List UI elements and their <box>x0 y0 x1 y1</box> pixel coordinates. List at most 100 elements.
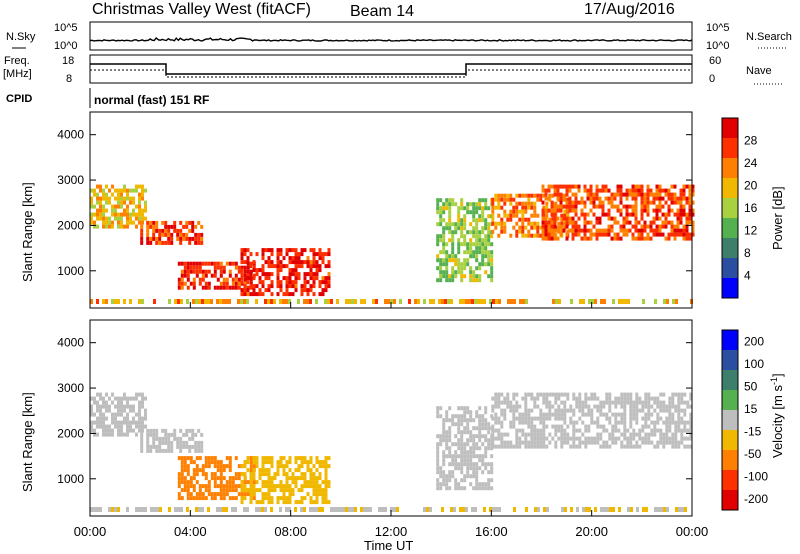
scatter-cell <box>454 202 458 207</box>
scatter-cell <box>207 460 211 465</box>
scatter-cell <box>306 264 310 269</box>
x-tick-label: 08:00 <box>274 524 307 539</box>
scatter-cell <box>288 292 292 297</box>
scatter-cell <box>180 468 184 473</box>
scatter-cell <box>192 269 196 274</box>
scatter-cell <box>448 278 452 283</box>
scatter-cell <box>261 268 265 273</box>
scatter-cell <box>623 404 627 409</box>
scatter-cell <box>569 420 573 425</box>
ground-scatter-cell <box>384 299 387 304</box>
ground-scatter-cell <box>90 507 93 512</box>
scatter-cell <box>628 228 632 233</box>
scatter-cell <box>267 492 271 497</box>
scatter-cell <box>593 436 597 441</box>
scatter-cell <box>179 236 183 241</box>
scatter-cell <box>192 472 196 477</box>
scatter-cell <box>641 440 645 445</box>
scatter-cell <box>270 264 274 269</box>
scatter-cell <box>662 404 666 409</box>
ground-scatter-cell <box>186 299 189 304</box>
scatter-cell <box>509 408 513 413</box>
scatter-cell <box>102 192 105 197</box>
scatter-cell <box>515 229 519 234</box>
scatter-cell <box>676 224 680 229</box>
ground-scatter-cell <box>423 507 426 512</box>
scatter-cell <box>623 396 627 401</box>
scatter-cell <box>689 412 693 417</box>
scatter-cell <box>640 184 644 189</box>
scatter-cell <box>650 440 654 445</box>
scatter-cell <box>605 428 609 433</box>
scatter-cell <box>213 496 217 501</box>
scatter-cell <box>288 476 292 481</box>
scatter-cell <box>472 226 476 231</box>
scatter-cell <box>186 269 190 274</box>
scatter-cell <box>120 204 123 209</box>
scatter-cell <box>577 188 581 193</box>
scatter-cell <box>545 436 549 441</box>
scatter-cell <box>141 420 144 425</box>
scatter-cell <box>689 432 693 437</box>
scatter-cell <box>324 252 328 257</box>
scatter-cell <box>506 217 510 222</box>
scatter-cell <box>563 436 567 441</box>
scatter-cell <box>179 448 183 453</box>
scatter-cell <box>117 200 120 205</box>
scatter-cell <box>595 204 599 209</box>
scatter-cell <box>620 440 624 445</box>
scatter-cell <box>460 462 464 467</box>
scatter-cell <box>114 216 117 221</box>
scatter-cell <box>571 232 575 237</box>
scatter-cell <box>179 440 183 445</box>
scatter-cell <box>598 228 602 233</box>
scatter-cell <box>318 472 322 477</box>
scatter-cell <box>276 468 280 473</box>
scatter-cell <box>527 444 531 449</box>
scatter-cell <box>183 476 187 481</box>
scatter-cell <box>309 284 313 289</box>
scatter-cell <box>616 204 620 209</box>
scatter-cell <box>568 184 572 189</box>
scatter-cell <box>201 484 205 489</box>
scatter-cell <box>634 184 638 189</box>
ground-scatter-cell <box>141 299 144 304</box>
scatter-cell <box>255 480 259 485</box>
scatter-cell <box>240 292 244 297</box>
scatter-cell <box>294 460 298 465</box>
scatter-cell <box>608 396 612 401</box>
scatter-cell <box>583 224 587 229</box>
scatter-cell <box>96 400 99 405</box>
scatter-cell <box>587 424 591 429</box>
scatter-cell <box>466 258 470 263</box>
scatter-cell <box>249 464 253 469</box>
scatter-cell <box>155 228 159 233</box>
scatter-cell <box>294 468 298 473</box>
scatter-cell <box>439 438 443 443</box>
scatter-cell <box>601 188 605 193</box>
scatter-cell <box>126 428 129 433</box>
scatter-cell <box>267 256 271 261</box>
scatter-cell <box>454 258 458 263</box>
scatter-cell <box>601 200 605 205</box>
scatter-cell <box>481 418 485 423</box>
freq-trace <box>90 63 692 75</box>
scatter-cell <box>617 400 621 405</box>
scatter-cell <box>161 428 165 433</box>
scatter-cell <box>463 410 467 415</box>
scatter-cell <box>475 434 479 439</box>
scatter-cell <box>114 420 117 425</box>
scatter-cell <box>674 444 678 449</box>
scatter-cell <box>300 472 304 477</box>
scatter-cell <box>509 193 513 198</box>
scatter-cell <box>234 472 238 477</box>
scatter-cell <box>179 240 183 245</box>
scatter-cell <box>599 412 603 417</box>
ground-scatter-cell <box>675 507 678 512</box>
scatter-cell <box>442 438 446 443</box>
scatter-cell <box>177 496 181 501</box>
scatter-cell <box>608 436 612 441</box>
scatter-cell <box>469 274 473 279</box>
scatter-cell <box>553 212 557 217</box>
scatter-cell <box>117 192 120 197</box>
